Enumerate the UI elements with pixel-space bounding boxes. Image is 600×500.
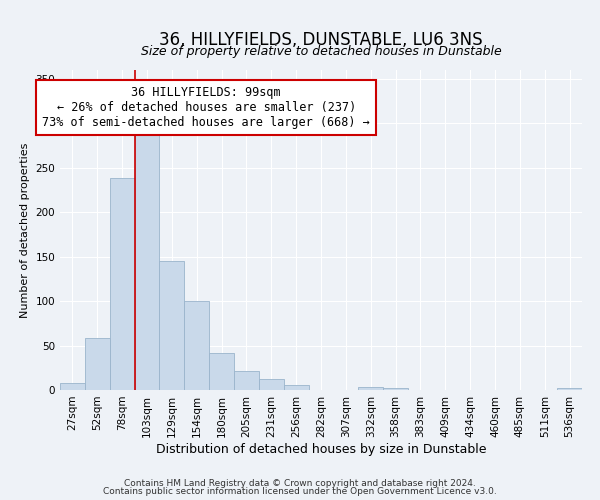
Bar [134,132,160,390]
Bar [284,384,308,390]
Title: 36, HILLYFIELDS, DUNSTABLE, LU6 3NS: 36, HILLYFIELDS, DUNSTABLE, LU6 3NS [159,31,483,49]
Bar [184,301,209,390]
Bar [60,383,85,390]
Bar [209,352,234,390]
Text: Size of property relative to detached houses in Dunstable: Size of property relative to detached ho… [140,44,502,58]
Bar [110,178,134,390]
Text: Contains public sector information licensed under the Open Government Licence v3: Contains public sector information licen… [103,487,497,496]
Bar [234,372,259,390]
Bar [259,380,284,390]
X-axis label: Distribution of detached houses by size in Dunstable: Distribution of detached houses by size … [156,442,486,456]
Text: 36 HILLYFIELDS: 99sqm
← 26% of detached houses are smaller (237)
73% of semi-det: 36 HILLYFIELDS: 99sqm ← 26% of detached … [42,86,370,129]
Bar [85,338,110,390]
Bar [160,261,184,390]
Bar [557,388,582,390]
Bar [383,388,408,390]
Bar [358,388,383,390]
Text: Contains HM Land Registry data © Crown copyright and database right 2024.: Contains HM Land Registry data © Crown c… [124,478,476,488]
Y-axis label: Number of detached properties: Number of detached properties [20,142,30,318]
